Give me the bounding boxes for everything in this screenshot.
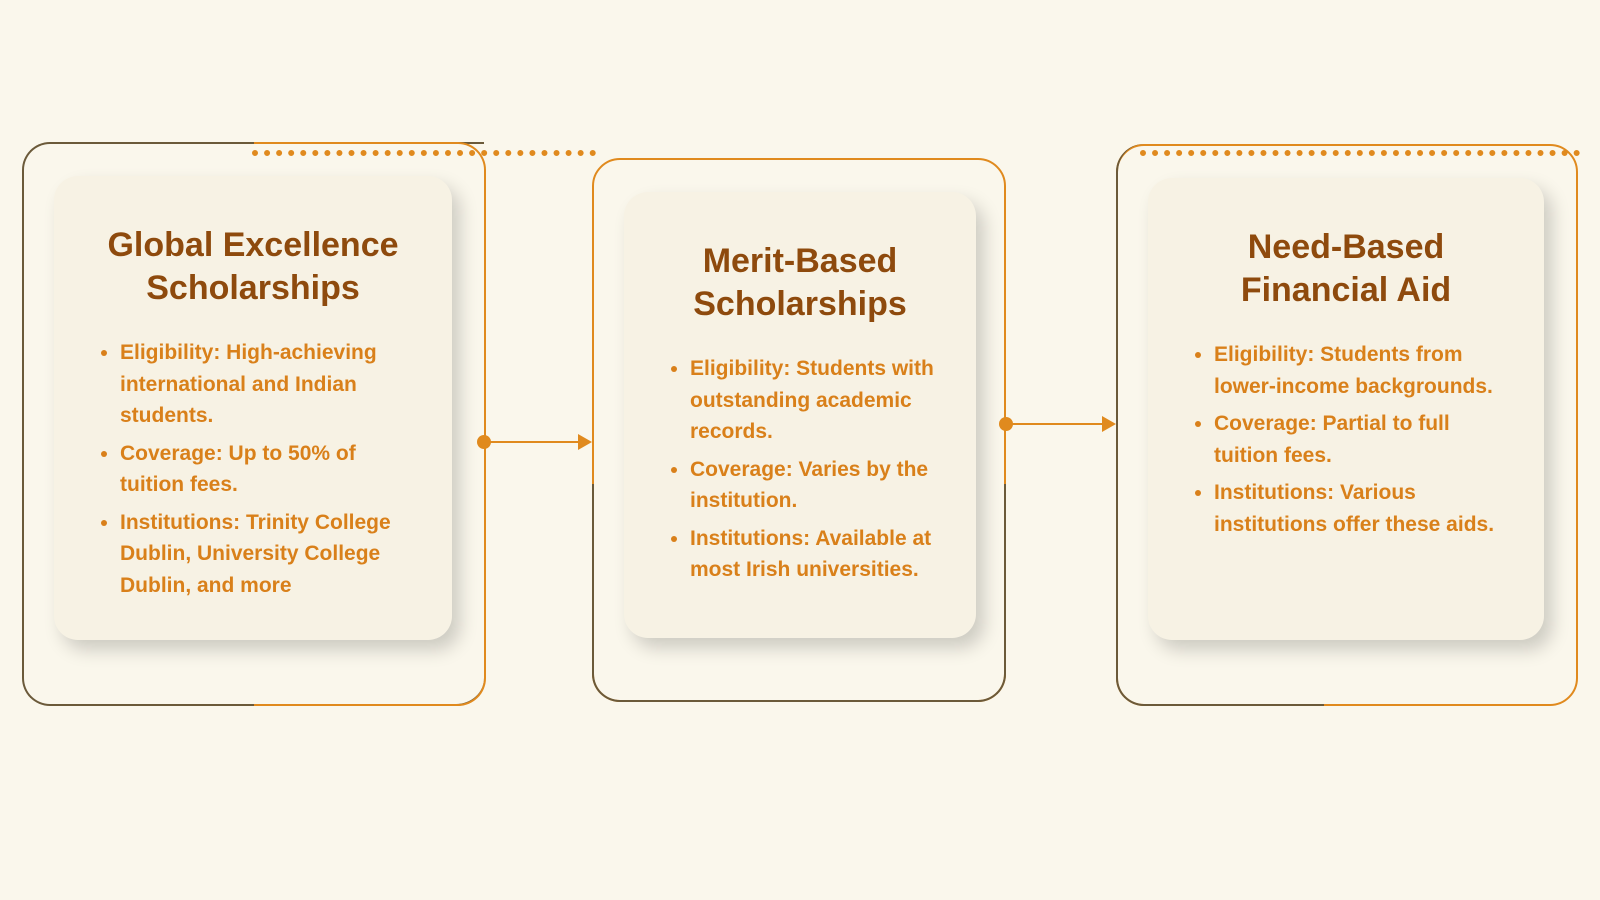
bullet: Institutions: Trinity College Dublin, Un… bbox=[120, 507, 416, 602]
card-bullets: Eligibility: Students with outstanding a… bbox=[660, 353, 940, 586]
connector-line bbox=[484, 441, 578, 443]
bullet: Institutions: Available at most Irish un… bbox=[690, 523, 940, 586]
card-title: Global Excellence Scholarships bbox=[90, 224, 416, 309]
bullet: Institutions: Various institutions offer… bbox=[1214, 477, 1508, 540]
card-bullets: Eligibility: High-achieving internationa… bbox=[90, 337, 416, 601]
connector-line bbox=[1006, 423, 1102, 425]
card-title: Merit-Based Scholarships bbox=[660, 240, 940, 325]
arrow-right-icon bbox=[578, 434, 592, 450]
arrow-right-icon bbox=[1102, 416, 1116, 432]
bullet: Coverage: Partial to full tuition fees. bbox=[1214, 408, 1508, 471]
bullet: Coverage: Up to 50% of tuition fees. bbox=[120, 438, 416, 501]
dotted-line bbox=[252, 150, 596, 156]
card-bullets: Eligibility: Students from lower-income … bbox=[1184, 339, 1508, 540]
bullet: Eligibility: Students with outstanding a… bbox=[690, 353, 940, 448]
card-inner: Merit-Based Scholarships Eligibility: St… bbox=[624, 192, 976, 638]
card-inner: Global Excellence Scholarships Eligibili… bbox=[54, 176, 452, 640]
bullet: Coverage: Varies by the institution. bbox=[690, 454, 940, 517]
card-inner: Need-Based Financial Aid Eligibility: St… bbox=[1148, 178, 1544, 640]
bullet: Eligibility: Students from lower-income … bbox=[1214, 339, 1508, 402]
dotted-line bbox=[1140, 150, 1580, 156]
bullet: Eligibility: High-achieving internationa… bbox=[120, 337, 416, 432]
card-title: Need-Based Financial Aid bbox=[1184, 226, 1508, 311]
